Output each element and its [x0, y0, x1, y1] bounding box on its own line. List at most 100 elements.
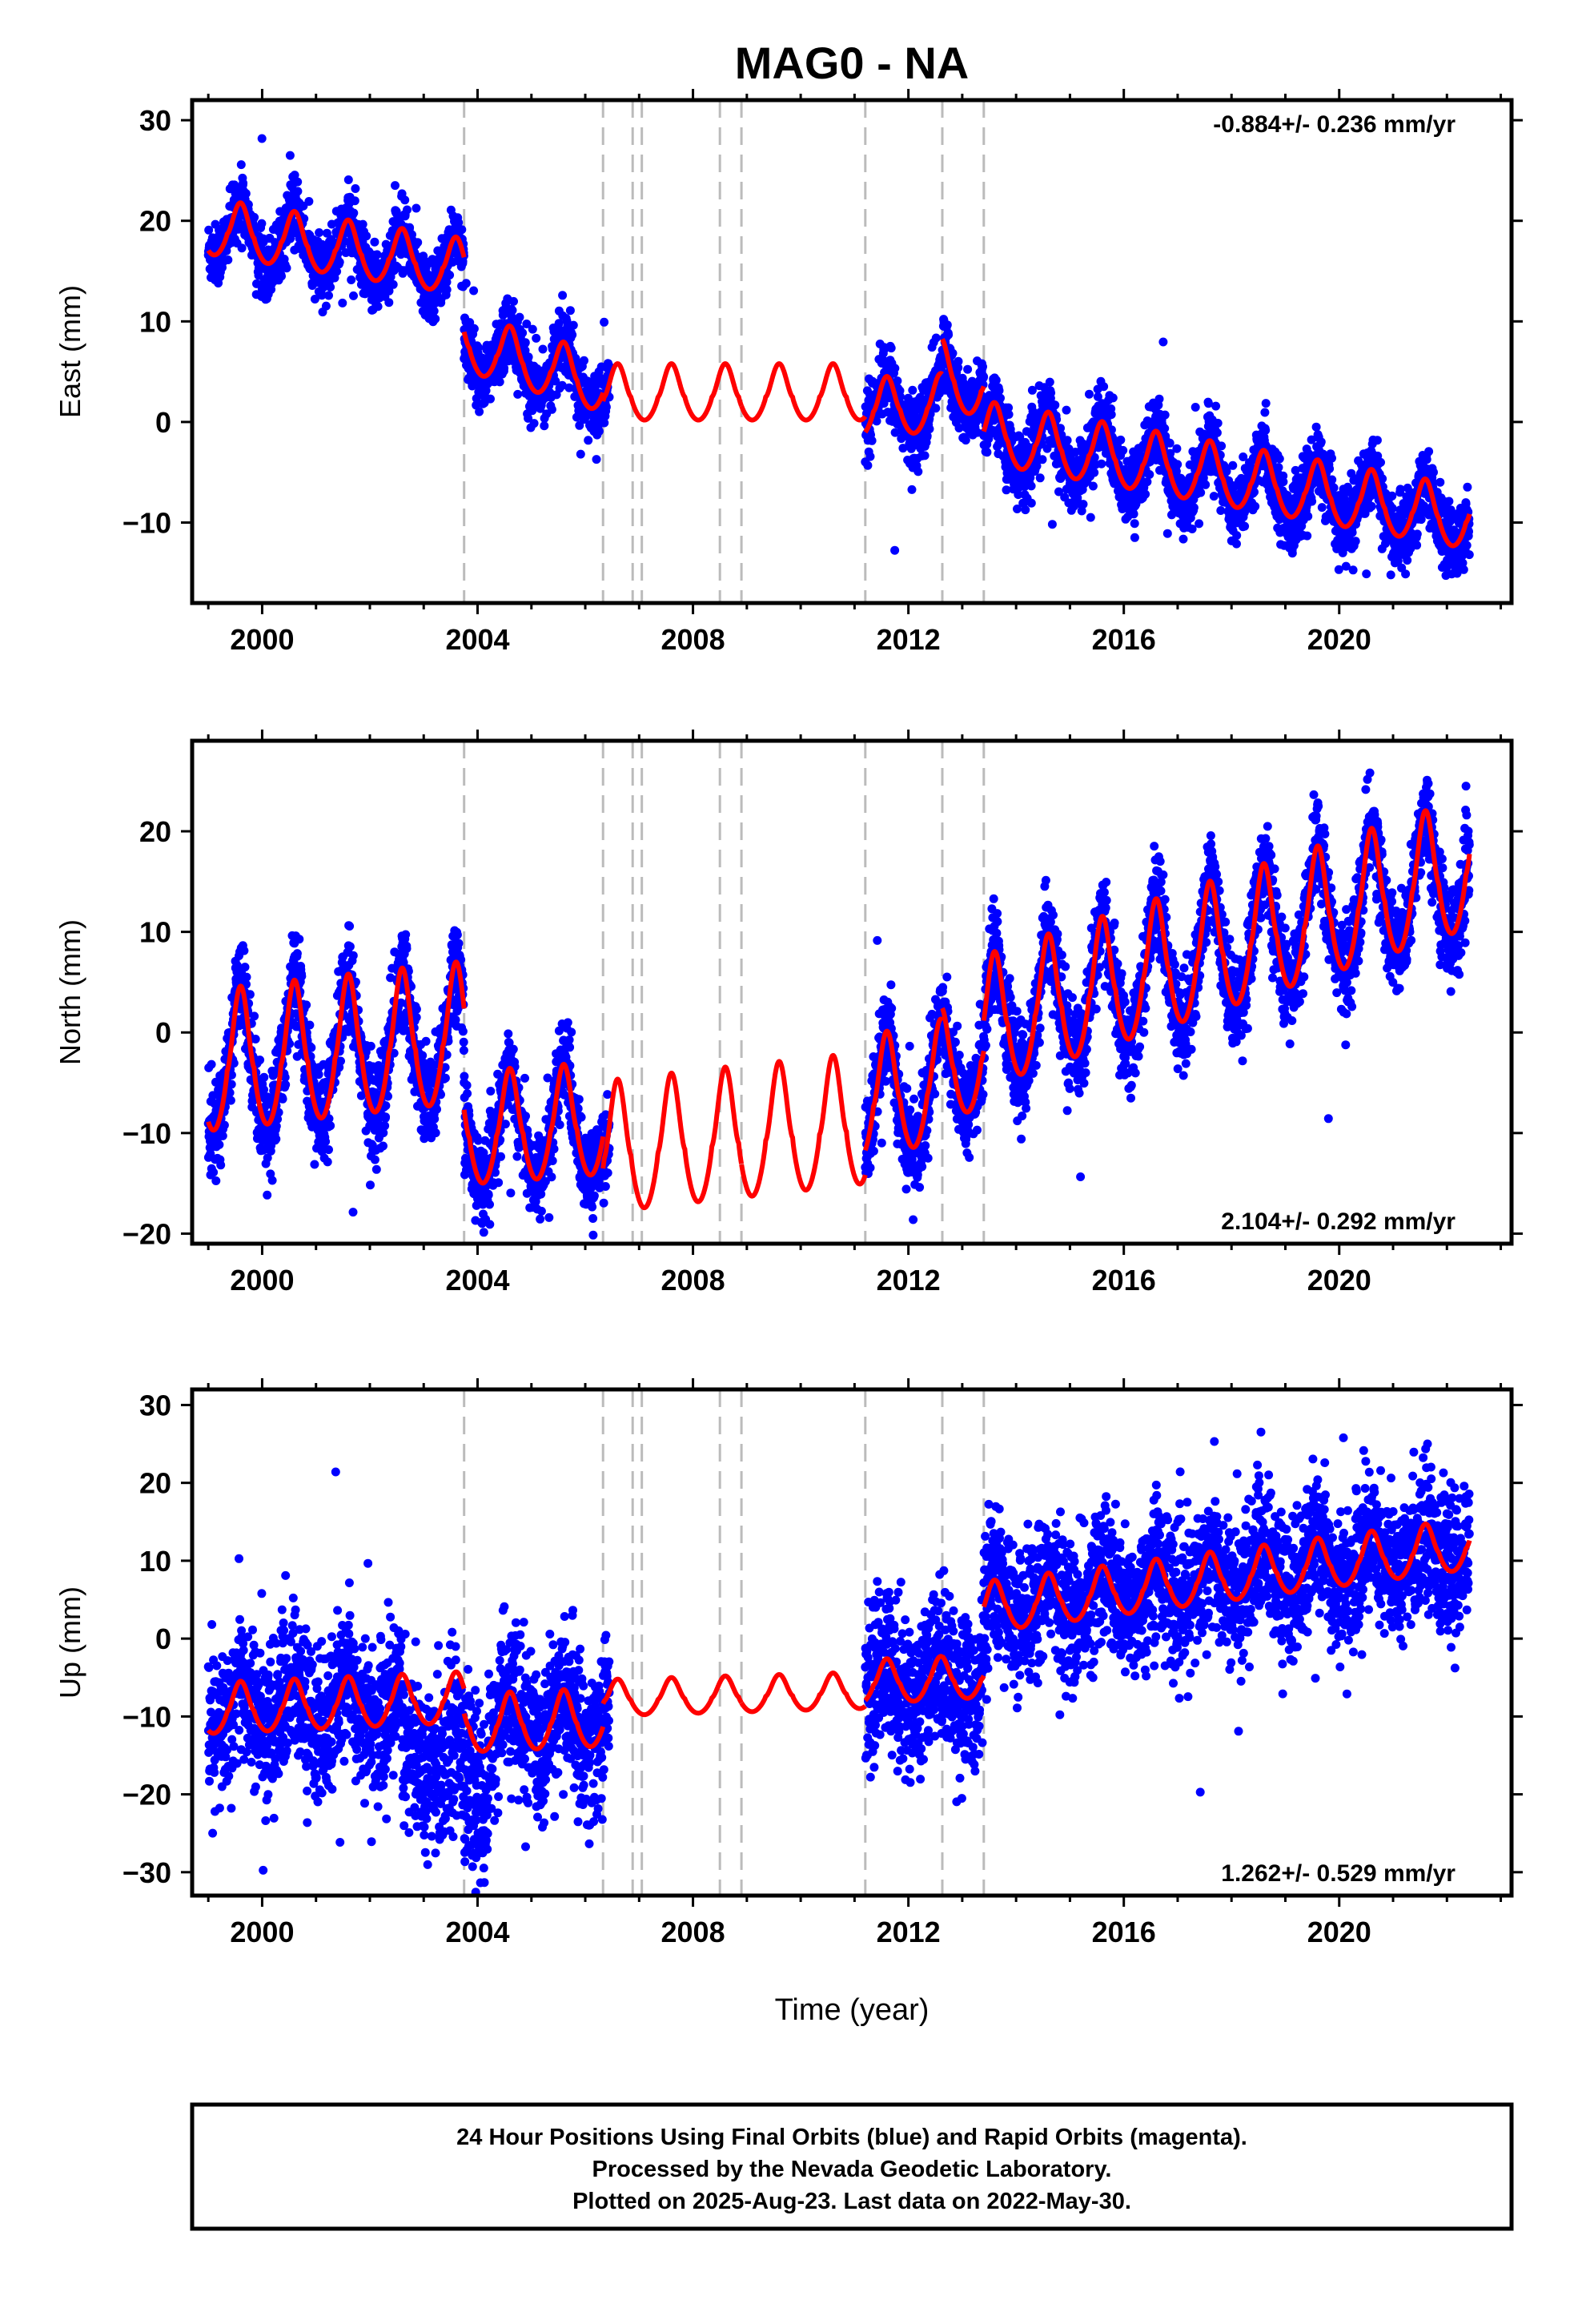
east-data-point — [1165, 438, 1174, 448]
east-data-point — [223, 255, 233, 264]
east-data-point — [1291, 465, 1300, 475]
east-data-point — [282, 263, 291, 273]
east-data-point — [979, 372, 989, 381]
east-data-point — [1279, 477, 1288, 487]
east-data-point — [495, 377, 504, 387]
east-data-point — [1311, 422, 1321, 432]
east-data-point — [872, 416, 881, 426]
east-data-point — [584, 436, 593, 445]
east-data-point — [1021, 505, 1030, 515]
east-data-point — [373, 302, 383, 312]
east-data-point — [1142, 477, 1152, 487]
east-y-tick-label: 0 — [155, 406, 171, 439]
east-data-point — [475, 407, 484, 416]
east-data-point — [580, 356, 588, 365]
east-data-point — [1191, 403, 1200, 412]
east-data-point — [1307, 497, 1317, 506]
east-data-point — [1154, 394, 1164, 404]
east-data-point — [391, 181, 400, 191]
east-data-point — [1251, 501, 1260, 511]
east-data-point — [604, 361, 614, 371]
east-data-point — [1118, 445, 1128, 455]
east-model-fit — [206, 200, 1472, 549]
north-plot-area — [203, 741, 1474, 1244]
east-data-point — [925, 424, 934, 434]
east-y-axis-title: East (mm) — [54, 285, 86, 418]
east-data-point — [1004, 410, 1014, 419]
east-data-point — [509, 296, 518, 306]
east-data-point — [1347, 468, 1356, 478]
east-data-point — [538, 344, 548, 354]
east-data-point — [1077, 506, 1086, 516]
east-data-point — [1129, 509, 1138, 519]
east-data-point — [1416, 515, 1426, 525]
east-data-point — [338, 298, 347, 308]
east-data-point — [500, 364, 509, 373]
east-data-point — [1026, 498, 1036, 508]
east-data-point — [1444, 497, 1454, 506]
east-data-point — [1424, 447, 1434, 456]
east-data-point — [1412, 529, 1422, 539]
east-data-point — [457, 225, 467, 235]
east-data-point — [1327, 475, 1337, 485]
chart-title: MAG0 - NA — [735, 38, 969, 88]
east-plot-area — [203, 100, 1474, 603]
east-data-point — [520, 346, 530, 356]
east-data-point — [1334, 565, 1343, 574]
east-data-point — [1158, 337, 1168, 347]
east-data-point — [384, 286, 394, 296]
east-data-point — [1086, 513, 1095, 522]
east-data-point — [1050, 400, 1060, 410]
east-data-point — [865, 452, 875, 461]
east-data-point — [1401, 569, 1411, 579]
east-data-point — [1217, 441, 1227, 451]
east-data-point — [1386, 570, 1395, 580]
east-data-point — [1211, 401, 1221, 411]
east-data-point — [1162, 529, 1172, 538]
east-data-point — [454, 218, 464, 227]
east-data-point — [547, 404, 556, 414]
east-data-point — [1209, 492, 1219, 501]
east-data-point — [996, 393, 1005, 403]
east-data-point — [1212, 428, 1222, 437]
east-data-point — [1239, 452, 1248, 461]
east-data-point — [1062, 436, 1072, 445]
north-data-point — [207, 1059, 216, 1069]
east-data-point — [349, 208, 359, 218]
east-data-point — [324, 291, 333, 300]
east-data-point — [442, 285, 452, 295]
east-data-point — [1317, 503, 1327, 513]
east-data-point — [1367, 501, 1376, 511]
east-data-point — [442, 277, 452, 287]
east-x-tick-label: 2016 — [1092, 623, 1156, 656]
east-data-point — [351, 184, 360, 193]
east-data-point — [358, 219, 367, 229]
east-data-point — [322, 228, 331, 238]
north-data-point — [209, 1168, 219, 1177]
east-data-point — [898, 444, 908, 453]
east-data-point — [1093, 392, 1102, 401]
east-data-point — [1261, 399, 1271, 408]
east-data-point — [1213, 418, 1223, 428]
east-data-point — [922, 431, 932, 440]
east-data-point — [908, 385, 917, 395]
east-data-point — [362, 231, 371, 241]
east-data-point — [931, 333, 941, 343]
east-data-point — [994, 386, 1004, 396]
east-data-point — [1026, 481, 1036, 491]
east-data-point — [913, 467, 923, 476]
east-data-point — [565, 306, 575, 316]
east-data-point — [1261, 425, 1271, 435]
east-data-point — [250, 212, 259, 222]
east-model-segment-4 — [863, 371, 945, 436]
east-data-point — [1047, 520, 1057, 529]
east-data-point — [1222, 467, 1231, 476]
east-data-point — [1275, 454, 1284, 464]
east-data-point — [1462, 541, 1472, 550]
east-data-point — [1160, 424, 1170, 433]
east-data-point — [1130, 519, 1139, 529]
east-data-point — [304, 197, 314, 206]
east-data-point — [326, 283, 335, 292]
